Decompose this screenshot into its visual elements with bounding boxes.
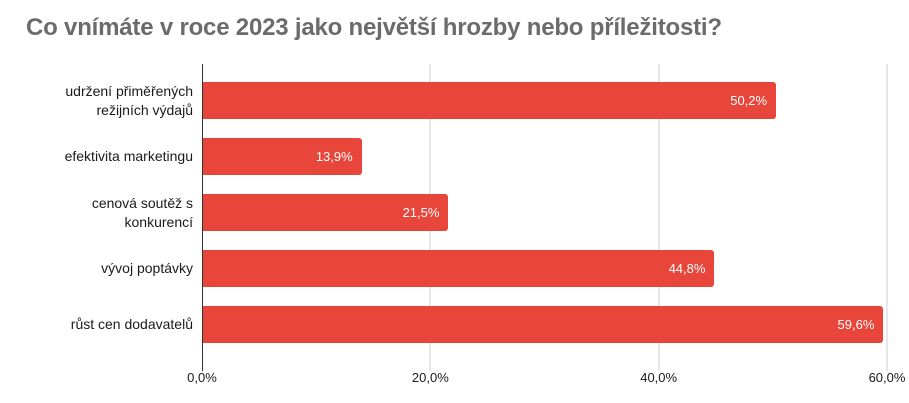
- bar-value-label: 13,9%: [315, 149, 353, 164]
- x-tick-label-40: 40,0%: [640, 370, 678, 385]
- x-tick-label-0: 0,0%: [187, 370, 217, 385]
- category-label-cenova-soutez: cenová soutěž s konkurencí: [91, 194, 193, 230]
- bar-value-label: 50,2%: [730, 93, 768, 108]
- plot-area: 50,2% 13,9% 21,5% 44,8% 59,6% 0,0% 20,0%…: [187, 64, 905, 385]
- gridline-60pct: [886, 64, 888, 371]
- x-tick-label-20: 20,0%: [411, 370, 449, 385]
- category-axis-line: [202, 64, 203, 371]
- category-label-vyvoj-poptavky: vývoj poptávky: [101, 260, 193, 277]
- bar-rust-cen-dodavatelu: 59,6%: [203, 306, 884, 343]
- category-label-rust-cen-dodavatelu: růst cen dodavatelů: [70, 316, 193, 333]
- bar-value-label: 59,6%: [837, 317, 875, 332]
- bar-rezijni-vydaje: 50,2%: [203, 82, 777, 119]
- category-label-efektivita-marketingu: efektivita marketingu: [64, 148, 193, 165]
- bar-value-label: 21,5%: [402, 205, 440, 220]
- x-tick-label-60: 60,0%: [868, 370, 906, 385]
- category-label-rezijni-vydaje: udržení přiměřených režijních výdajů: [65, 82, 193, 118]
- chart-title: Co vnímáte v roce 2023 jako největší hro…: [26, 14, 722, 41]
- gridline-40pct: [658, 64, 660, 371]
- bar-cenova-soutez: 21,5%: [203, 194, 449, 231]
- category-axis: udržení přiměřených režijních výdajů efe…: [23, 64, 193, 363]
- bar-efektivita-marketingu: 13,9%: [203, 138, 362, 175]
- bar-value-label: 44,8%: [668, 261, 706, 276]
- bar-vyvoj-poptavky: 44,8%: [203, 250, 715, 287]
